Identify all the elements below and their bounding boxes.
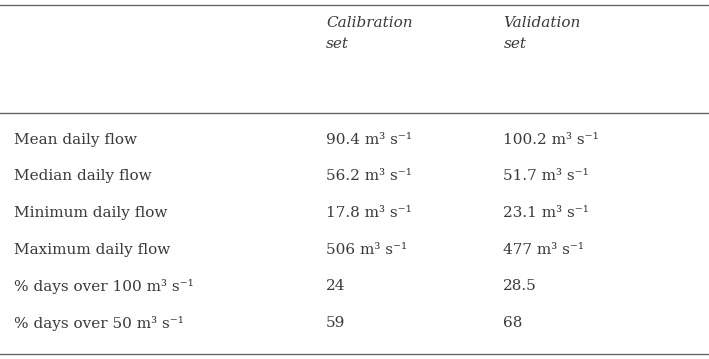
Text: 90.4 m³ s⁻¹: 90.4 m³ s⁻¹ [326, 133, 412, 147]
Text: 56.2 m³ s⁻¹: 56.2 m³ s⁻¹ [326, 169, 412, 183]
Text: 477 m³ s⁻¹: 477 m³ s⁻¹ [503, 243, 584, 257]
Text: 23.1 m³ s⁻¹: 23.1 m³ s⁻¹ [503, 206, 589, 220]
Text: 68: 68 [503, 316, 523, 330]
Text: 17.8 m³ s⁻¹: 17.8 m³ s⁻¹ [326, 206, 412, 220]
Text: 59: 59 [326, 316, 345, 330]
Text: Mean daily flow: Mean daily flow [14, 133, 137, 147]
Text: Minimum daily flow: Minimum daily flow [14, 206, 167, 220]
Text: 100.2 m³ s⁻¹: 100.2 m³ s⁻¹ [503, 133, 599, 147]
Text: 51.7 m³ s⁻¹: 51.7 m³ s⁻¹ [503, 169, 589, 183]
Text: 28.5: 28.5 [503, 279, 537, 293]
Text: Median daily flow: Median daily flow [14, 169, 152, 183]
Text: Maximum daily flow: Maximum daily flow [14, 243, 170, 257]
Text: 24: 24 [326, 279, 346, 293]
Text: % days over 50 m³ s⁻¹: % days over 50 m³ s⁻¹ [14, 316, 184, 331]
Text: Validation
set: Validation set [503, 16, 581, 51]
Text: 506 m³ s⁻¹: 506 m³ s⁻¹ [326, 243, 407, 257]
Text: % days over 100 m³ s⁻¹: % days over 100 m³ s⁻¹ [14, 279, 194, 294]
Text: Calibration
set: Calibration set [326, 16, 413, 51]
